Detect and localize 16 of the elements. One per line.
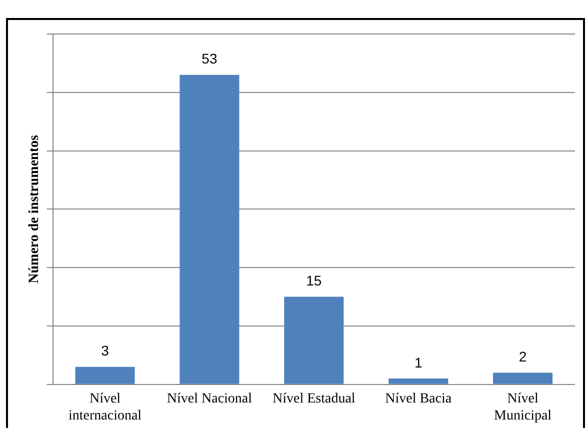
x-tick-label: Nível Municipal <box>494 391 552 424</box>
data-label: 15 <box>306 272 322 289</box>
x-tick-label: Nível internacional <box>68 391 142 424</box>
bar <box>180 74 240 384</box>
bar <box>284 296 344 384</box>
bar <box>493 372 553 384</box>
bar <box>388 378 448 384</box>
data-label: 1 <box>414 354 422 370</box>
data-label: 3 <box>101 342 110 359</box>
x-tick-label: Nível Estadual <box>272 391 356 406</box>
data-label: 2 <box>518 348 527 365</box>
bar <box>75 366 135 384</box>
x-tick-label: Nível Nacional <box>166 391 252 406</box>
data-label: 53 <box>202 50 218 67</box>
y-axis-title: Número de instrumentos <box>27 134 42 284</box>
x-tick-label: Nível Bacia <box>385 391 452 406</box>
